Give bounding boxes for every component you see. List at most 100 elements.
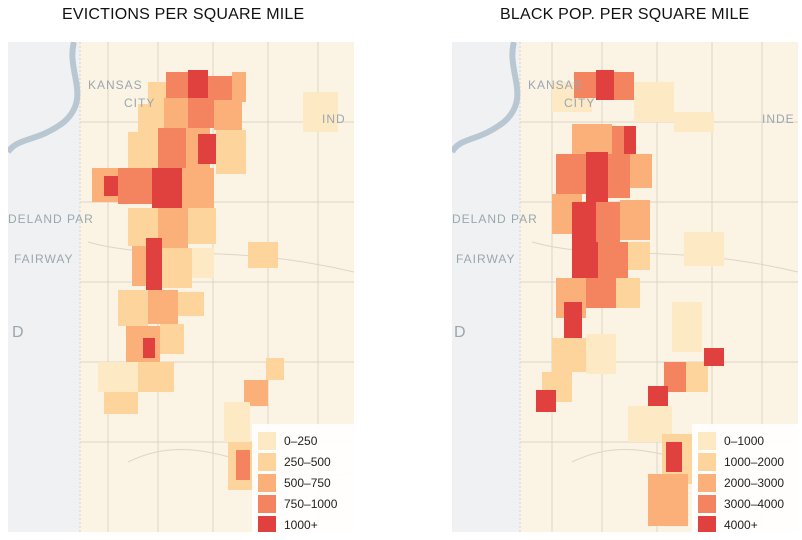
- legend-item: 250–500: [258, 451, 354, 472]
- tract: [628, 242, 650, 270]
- legend-label: 750–1000: [284, 496, 338, 511]
- tract: [148, 82, 166, 104]
- evictions-legend: 0–250 250–500 500–750 750–1000 1000+: [252, 424, 354, 532]
- black-pop-tract-layer: [536, 70, 724, 526]
- city-label-city: CITY: [124, 96, 156, 110]
- legend-swatch: [698, 494, 716, 513]
- tract: [620, 200, 650, 240]
- evictions-map[interactable]: KANSAS CITY IND DELAND PAR FAIRWAY D 0–2…: [8, 42, 354, 532]
- tract: [164, 98, 188, 128]
- tract: [586, 278, 616, 308]
- tract: [208, 76, 232, 100]
- city-label-park: DELAND PAR: [8, 212, 94, 226]
- evictions-map-canvas: [8, 42, 354, 532]
- tract: [556, 154, 586, 194]
- tract: [128, 132, 158, 168]
- tract: [598, 242, 628, 278]
- tract: [648, 474, 688, 526]
- tract: [684, 232, 724, 266]
- tract: [162, 248, 192, 288]
- tract: [148, 290, 178, 324]
- black-pop-map[interactable]: KANSAS CITY INDE DELAND PAR FAIRWAY D 0–…: [452, 42, 798, 532]
- legend-swatch: [258, 494, 276, 513]
- legend-swatch: [258, 473, 276, 492]
- tract: [630, 154, 652, 188]
- tract: [143, 338, 155, 358]
- map-title-evictions: EVICTIONS PER SQUARE MILE: [62, 6, 305, 23]
- tract: [152, 168, 182, 208]
- tract: [118, 168, 152, 204]
- tract: [614, 72, 634, 100]
- city-label-kansas: KANSAS: [88, 78, 143, 92]
- tract: [686, 362, 708, 392]
- tract: [674, 112, 714, 132]
- tract: [198, 134, 216, 164]
- legend-label: 3000–4000: [724, 496, 785, 511]
- tract: [104, 176, 118, 196]
- legend-item: 1000+: [258, 514, 354, 532]
- legend-item: 4000+: [698, 514, 794, 532]
- tract: [214, 100, 242, 130]
- legend-label: 4000+: [724, 517, 758, 532]
- legend-swatch: [698, 452, 716, 471]
- tract: [664, 362, 686, 392]
- legend-label: 2000–3000: [724, 475, 785, 490]
- tract: [586, 334, 616, 374]
- evictions-tract-layer: [92, 70, 338, 490]
- legend-swatch: [698, 431, 716, 450]
- tract: [232, 72, 246, 102]
- city-label-ind: IND: [322, 112, 346, 126]
- tract: [188, 208, 216, 244]
- tract: [572, 202, 596, 242]
- tract: [672, 302, 702, 352]
- tract: [616, 278, 640, 308]
- tract: [104, 392, 138, 414]
- river: [8, 42, 81, 154]
- outside-region: [452, 42, 520, 532]
- tract: [586, 152, 608, 202]
- legend-item: 1000–2000: [698, 451, 794, 472]
- legend-item: 2000–3000: [698, 472, 794, 493]
- legend-swatch: [258, 452, 276, 471]
- tract: [648, 386, 668, 406]
- tract: [182, 168, 214, 208]
- tract: [188, 70, 208, 98]
- legend-label: 500–750: [284, 475, 331, 490]
- black-pop-map-canvas: [452, 42, 798, 532]
- legend-swatch: [698, 473, 716, 492]
- city-label-kansas: KANSAS: [528, 78, 583, 92]
- map-title-black-pop: BLACK POP. PER SQUARE MILE: [500, 6, 750, 23]
- tract: [666, 442, 682, 472]
- river: [452, 42, 521, 154]
- legend-item: 750–1000: [258, 493, 354, 514]
- city-label-city: CITY: [564, 96, 596, 110]
- legend-label: 1000+: [284, 517, 318, 532]
- black-pop-legend: 0–1000 1000–2000 2000–3000 3000–4000 400…: [692, 424, 798, 532]
- city-label-ind: INDE: [762, 112, 795, 126]
- city-label-fairway: FAIRWAY: [456, 252, 516, 266]
- tract: [118, 290, 148, 326]
- tract: [266, 358, 284, 380]
- tract: [704, 348, 724, 366]
- legend-swatch: [258, 515, 276, 532]
- tract: [146, 238, 162, 290]
- tract: [552, 338, 586, 372]
- legend-item: 3000–4000: [698, 493, 794, 514]
- tract: [98, 362, 138, 392]
- tract: [138, 104, 164, 132]
- tract: [574, 72, 596, 98]
- tract: [216, 130, 246, 174]
- tract: [236, 450, 250, 480]
- city-label-d: D: [12, 324, 25, 341]
- tract: [624, 126, 636, 156]
- legend-label: 0–250: [284, 433, 318, 448]
- tract: [536, 390, 556, 412]
- tract: [158, 208, 188, 248]
- tract: [192, 248, 214, 278]
- tract: [248, 242, 278, 268]
- tract: [160, 324, 184, 354]
- tract: [572, 124, 612, 154]
- city-label-d: D: [454, 324, 467, 341]
- legend-swatch: [258, 431, 276, 450]
- tract: [158, 128, 186, 168]
